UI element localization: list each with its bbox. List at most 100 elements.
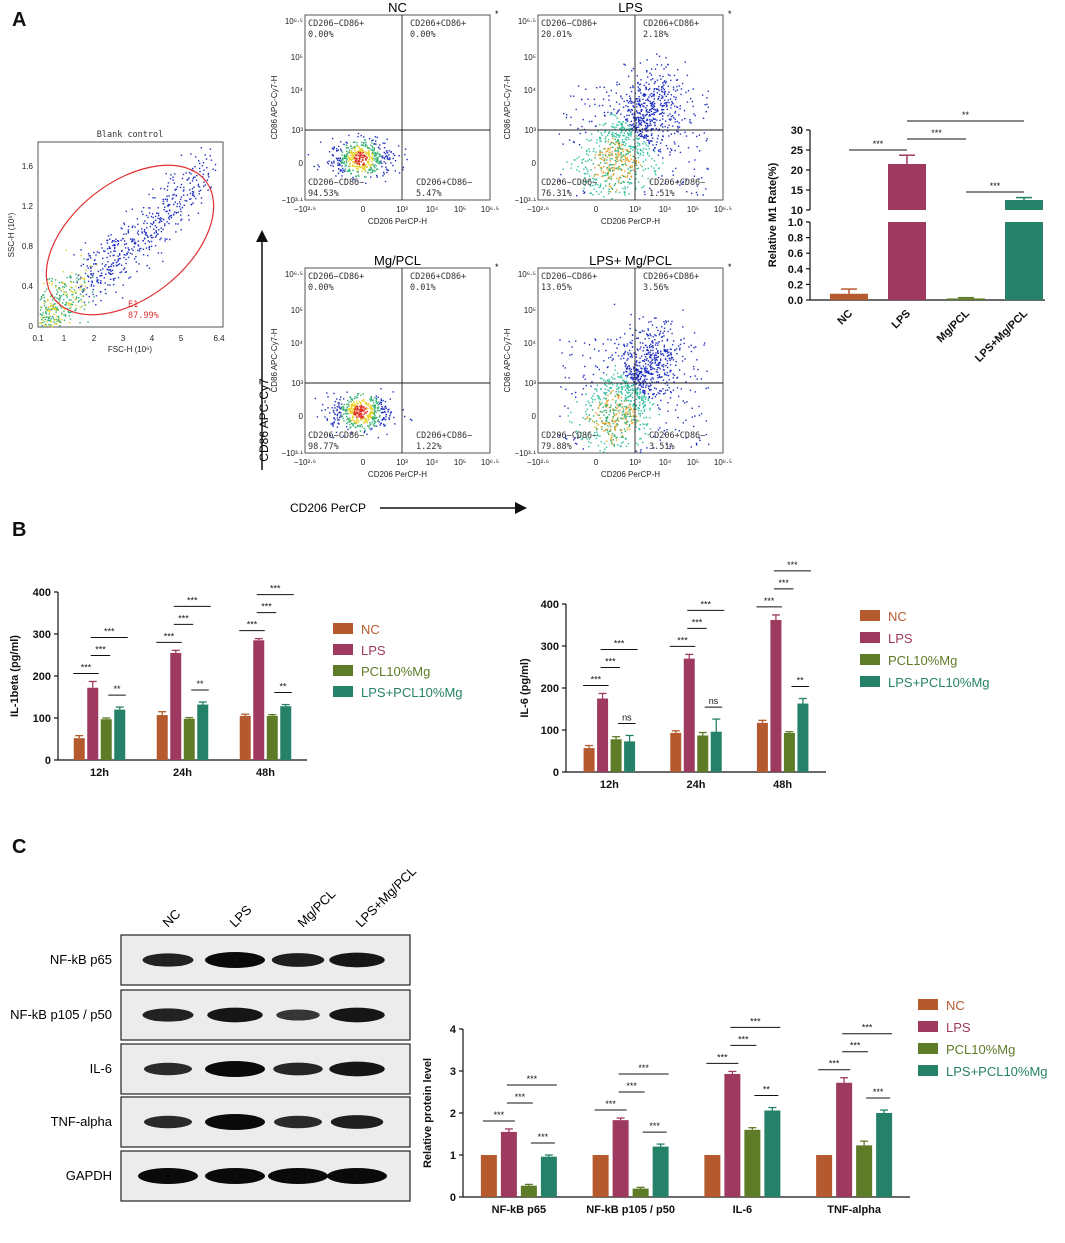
- flow-dot: [650, 119, 653, 121]
- flow-dot: [383, 418, 385, 420]
- flow-dot: [606, 385, 608, 387]
- flow-dot: [349, 162, 352, 164]
- flow-dot: [350, 173, 352, 175]
- flow-dot: [390, 162, 392, 164]
- blank-dot: [143, 228, 146, 231]
- flow-dot: [336, 426, 339, 428]
- flow-dot: [645, 127, 647, 129]
- flow-dot: [594, 426, 596, 428]
- flow-dot: [638, 362, 640, 364]
- flow-dot: [623, 345, 626, 347]
- flow-dot: [385, 168, 388, 170]
- blank-dot: [71, 302, 73, 305]
- flow-dot: [628, 151, 631, 153]
- flow-dot: [675, 360, 677, 363]
- flow-dot: [604, 384, 607, 386]
- flow-dot: [658, 85, 660, 88]
- blank-dot: [172, 176, 174, 178]
- blank-dot: [179, 186, 182, 189]
- bar: [253, 640, 265, 760]
- flow-dot: [663, 102, 666, 104]
- blank-dot: [48, 313, 50, 315]
- flow-dot: [647, 98, 649, 100]
- flow-dot: [592, 150, 595, 153]
- flow-dot: [602, 430, 605, 432]
- flow-dot: [599, 137, 602, 139]
- flow-dot: [630, 393, 632, 396]
- flow-dot: [629, 410, 631, 412]
- blank-dot: [205, 158, 208, 160]
- flow-dot: [375, 158, 377, 160]
- flow-dot: [365, 412, 367, 414]
- flow-dot: [383, 417, 385, 420]
- flow-dot: [375, 398, 378, 401]
- flow-dot: [651, 341, 653, 343]
- flow-dot: [376, 402, 378, 405]
- bar: [624, 741, 636, 772]
- flow-dot: [637, 86, 639, 88]
- blank-dot: [58, 302, 60, 304]
- flow-dot: [565, 435, 567, 437]
- flow-dot: [347, 170, 350, 173]
- flow-dot: [695, 443, 698, 446]
- x-tick-label: 24h: [173, 767, 192, 779]
- flow-dot: [629, 145, 632, 147]
- flow-dot: [358, 161, 360, 163]
- flow-dot: [584, 103, 586, 105]
- flow-dot: [654, 102, 656, 105]
- blank-dot: [92, 276, 94, 278]
- blot-band: [274, 1115, 322, 1129]
- flow-dot: [594, 388, 596, 390]
- flow-dot: [350, 406, 352, 408]
- flow-dot: [638, 396, 641, 399]
- flow-dot: [572, 141, 575, 143]
- blank-dot: [83, 289, 85, 291]
- bar: [610, 739, 622, 772]
- flow-dot: [640, 449, 642, 451]
- flow-dot: [641, 135, 643, 138]
- flow-dot: [615, 167, 617, 169]
- flow-dot: [621, 125, 623, 127]
- flow-dot: [369, 148, 371, 150]
- flow-dot: [606, 404, 608, 407]
- flow-dot: [588, 420, 590, 422]
- flow-dot: [363, 136, 365, 138]
- flow-dot: [584, 166, 587, 168]
- flow-dot: [607, 149, 609, 151]
- flow-dot: [598, 136, 601, 139]
- flow-dot: [362, 417, 364, 419]
- flow-dot: [333, 421, 335, 423]
- blank-dot: [65, 249, 67, 251]
- blank-dot: [97, 270, 99, 273]
- blank-dot: [66, 296, 68, 298]
- flow-dot: [377, 162, 379, 164]
- flow-x-tick: 0: [361, 458, 366, 467]
- flow-dot: [686, 191, 688, 193]
- flow-dot: [333, 147, 335, 149]
- blank-dot: [82, 295, 85, 297]
- blank-dot: [125, 262, 127, 265]
- flow-dot: [345, 150, 348, 152]
- flow-dot: [588, 120, 591, 123]
- flow-dot: [624, 352, 626, 354]
- flow-dot: [682, 182, 684, 184]
- flow-dot: [633, 161, 636, 163]
- flow-dot: [623, 192, 626, 194]
- blank-dot: [69, 318, 72, 320]
- blank-dot: [60, 307, 63, 309]
- blank-dot: [52, 317, 55, 319]
- flow-dot: [622, 150, 624, 153]
- flow-dot: [633, 381, 635, 383]
- flow-dot: [614, 429, 617, 431]
- flow-dot: [626, 345, 628, 347]
- flow-dot: [639, 144, 641, 146]
- flow-dot: [593, 98, 596, 100]
- flow-dot: [610, 186, 612, 188]
- flow-dot: [621, 155, 623, 157]
- blank-dot: [68, 315, 70, 317]
- flow-dot: [646, 139, 648, 141]
- flow-dot: [382, 408, 384, 411]
- flow-dot: [676, 404, 678, 406]
- flow-dot: [345, 147, 348, 149]
- flow-dot: [602, 187, 605, 190]
